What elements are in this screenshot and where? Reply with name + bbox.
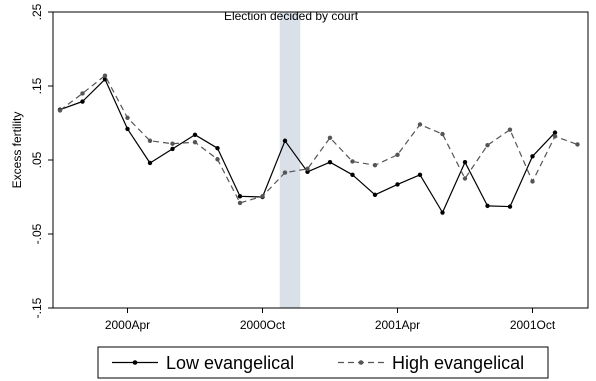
series-point-0 xyxy=(530,154,535,159)
series-point-1 xyxy=(440,131,445,137)
series-point-0 xyxy=(102,77,108,82)
series-point-1 xyxy=(282,170,288,175)
series-point-0 xyxy=(350,172,355,177)
series-point-0 xyxy=(507,204,513,209)
series-point-1 xyxy=(305,166,310,172)
series-point-0 xyxy=(215,145,220,151)
series-point-1 xyxy=(125,115,130,121)
series-point-1 xyxy=(485,143,490,148)
series-point-0 xyxy=(462,160,468,165)
y-tick-label: .25 xyxy=(30,3,44,20)
legend-label-high: High evangelical xyxy=(392,353,524,373)
y-tick-label: -.15 xyxy=(30,297,44,318)
legend: Low evangelical High evangelical xyxy=(97,346,549,379)
series-point-0 xyxy=(192,132,198,138)
legend-swatch-high-marker xyxy=(358,360,364,365)
series-point-0 xyxy=(485,203,490,209)
series-point-0 xyxy=(395,182,400,187)
series-point-0 xyxy=(282,138,288,143)
x-tick-label: 2000Apr xyxy=(105,318,150,332)
series-point-1 xyxy=(215,157,220,162)
series-point-0 xyxy=(417,172,423,177)
axes-layer: -.15 -.05 .05 .15 .25 2000Apr 2000Oct 2001Apr 20… xyxy=(30,3,589,332)
series-line-1 xyxy=(59,75,578,204)
series-point-1 xyxy=(102,73,108,78)
series-point-0 xyxy=(552,130,558,135)
series-point-1 xyxy=(462,176,468,181)
series-point-1 xyxy=(507,127,513,132)
series-point-0 xyxy=(237,194,243,199)
series-point-0 xyxy=(372,192,378,197)
series-point-1 xyxy=(80,91,85,96)
legend-swatch-low-marker xyxy=(132,360,138,365)
series-point-1 xyxy=(170,141,175,146)
band-layer xyxy=(279,12,301,308)
series-point-1 xyxy=(57,108,63,113)
legend-box xyxy=(97,346,549,379)
series-point-1 xyxy=(395,152,400,158)
series-point-1 xyxy=(327,135,333,140)
x-tick-label: 2000Oct xyxy=(240,318,286,332)
series-point-0 xyxy=(147,160,153,166)
annotation-band xyxy=(279,12,301,308)
series-point-1 xyxy=(575,142,580,147)
series-point-0 xyxy=(327,160,333,165)
series-point-1 xyxy=(237,200,243,206)
series-point-1 xyxy=(192,140,198,145)
series-layer xyxy=(57,73,580,215)
series-point-1 xyxy=(350,159,355,164)
series-point-1 xyxy=(147,138,153,143)
x-tick-label: 2001Apr xyxy=(375,318,420,332)
series-point-1 xyxy=(530,179,535,184)
series-point-0 xyxy=(80,99,85,104)
series-point-0 xyxy=(170,146,175,152)
series-point-1 xyxy=(417,122,423,127)
series-point-1 xyxy=(372,162,378,168)
series-point-0 xyxy=(125,126,130,132)
series-point-1 xyxy=(260,194,265,199)
y-axis-title: Excess fertility xyxy=(10,112,24,189)
y-tick-label: .05 xyxy=(30,151,44,168)
annotation-label: Election decided by court xyxy=(224,9,359,23)
y-tick-label: .15 xyxy=(30,77,44,94)
legend-label-low: Low evangelical xyxy=(166,353,294,373)
y-tick-label: -.05 xyxy=(30,223,44,244)
x-tick-label: 2001Oct xyxy=(510,318,556,332)
series-point-0 xyxy=(440,210,445,215)
series-point-1 xyxy=(552,134,558,139)
